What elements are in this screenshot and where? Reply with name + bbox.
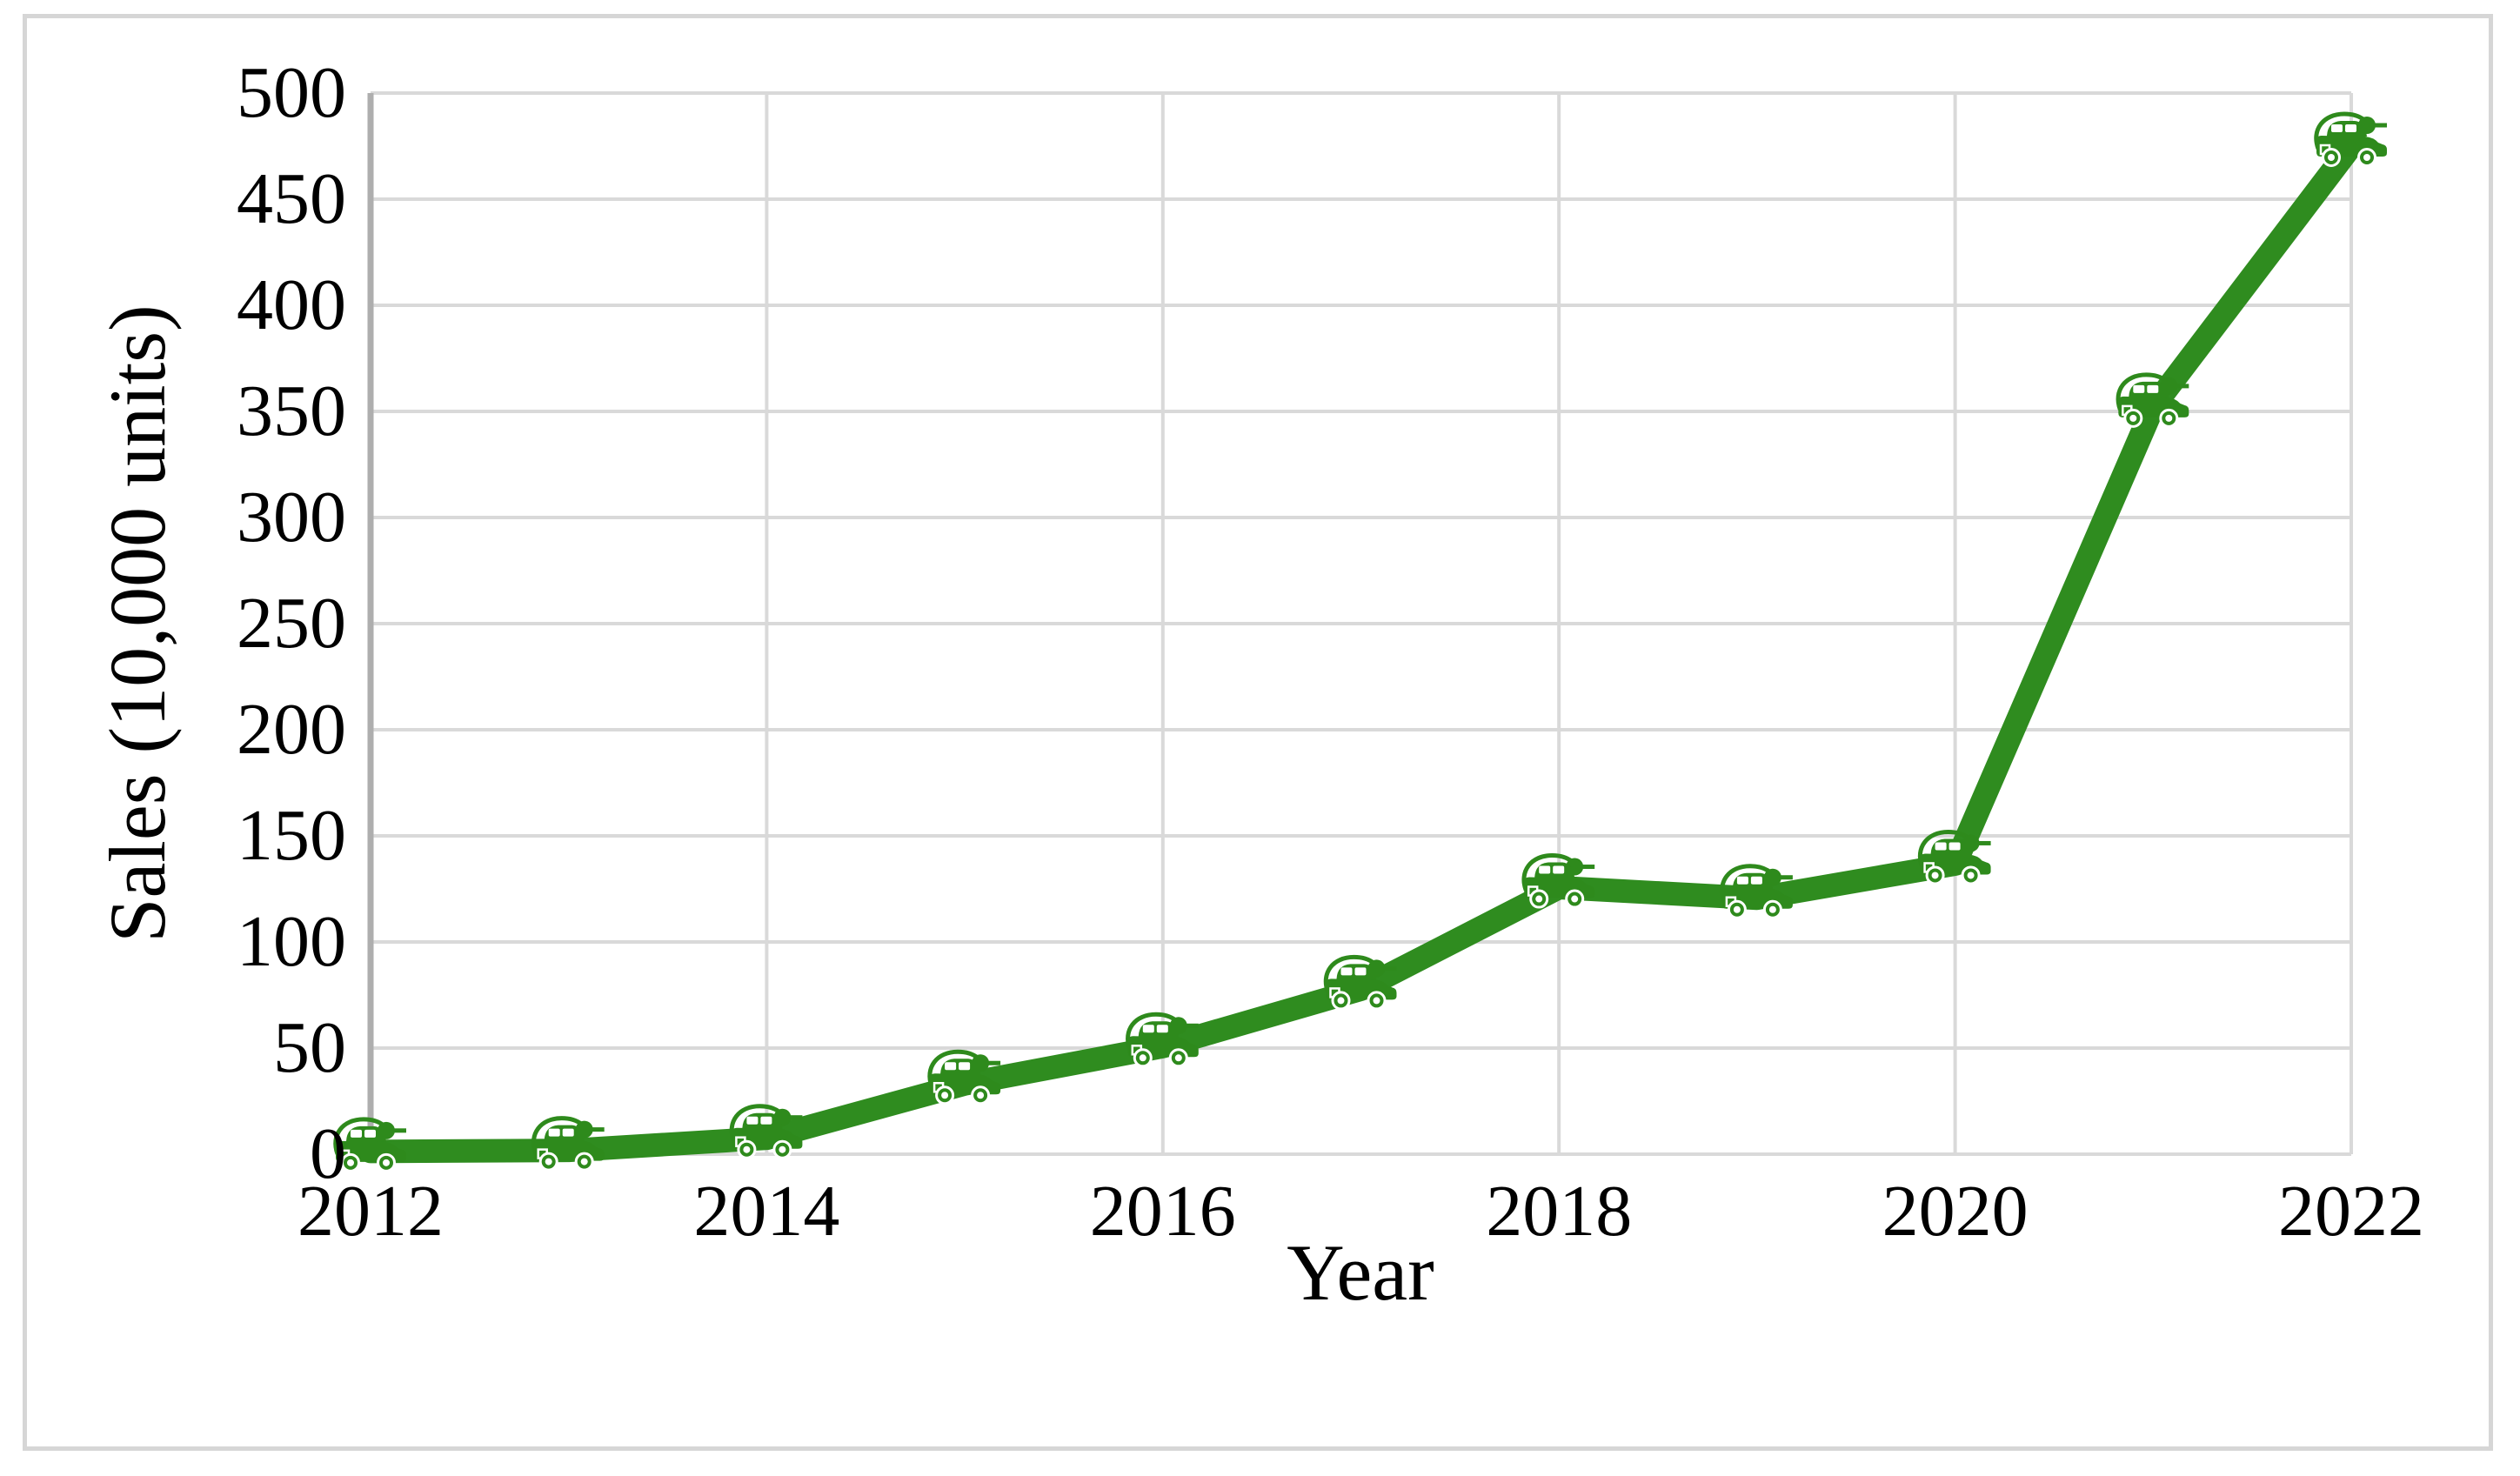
y-tick-label: 100 [237, 901, 346, 982]
sales-line-series [358, 134, 2363, 1164]
x-axis-title: Year [1287, 1228, 1434, 1317]
y-tick-label: 350 [237, 371, 346, 451]
y-tick-label: 400 [237, 264, 346, 345]
x-tick-label: 2022 [2278, 1171, 2424, 1252]
x-tick-label: 2016 [1089, 1171, 1236, 1252]
y-tick-label: 250 [237, 583, 346, 664]
y-tick-label: 450 [237, 158, 346, 239]
y-tick-label: 200 [237, 689, 346, 770]
x-tick-label: 2018 [1486, 1171, 1633, 1252]
y-axis-title: Sales (10,000 units) [93, 304, 182, 943]
y-tick-label: 150 [237, 795, 346, 876]
y-tick-label: 300 [237, 477, 346, 558]
x-tick-label: 2012 [297, 1171, 444, 1252]
y-tick-label: 500 [237, 52, 346, 133]
figure-border [23, 14, 2493, 1451]
y-tick-label: 50 [273, 1007, 346, 1088]
y-tick-label: 0 [310, 1113, 346, 1194]
x-tick-label: 2014 [693, 1171, 840, 1252]
x-tick-label: 2020 [1882, 1171, 2029, 1252]
